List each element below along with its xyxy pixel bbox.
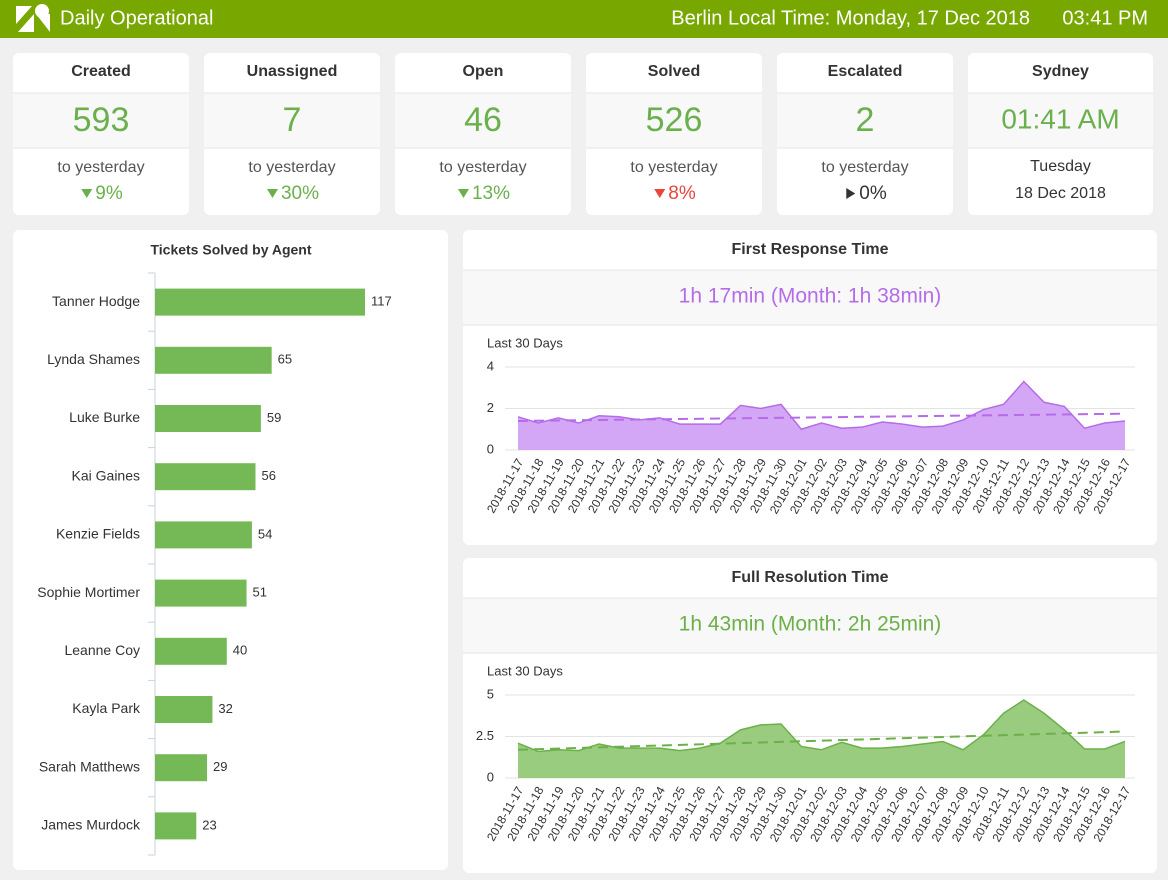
- kpi-value: 2: [856, 101, 875, 139]
- bar: [155, 754, 208, 782]
- category-label: Kayla Park: [72, 700, 141, 716]
- chart-label: Last 30 Days: [487, 335, 563, 350]
- y-tick-label: 2.5: [476, 728, 494, 743]
- clock-time: 01:41 AM: [1001, 103, 1119, 134]
- clock-day: Tuesday: [1030, 158, 1091, 175]
- kpi-caption: to yesterday: [57, 159, 144, 176]
- category-label: Luke Burke: [69, 409, 140, 425]
- kpi-title: Solved: [648, 63, 700, 80]
- trend-line: [517, 412, 1126, 422]
- value-label: 29: [213, 759, 227, 774]
- value-label: 32: [218, 701, 232, 716]
- y-tick-label: 4: [487, 358, 494, 373]
- area-line: [517, 380, 1126, 431]
- value-band: [586, 93, 762, 148]
- value-label: 40: [233, 643, 247, 658]
- category-label: Leanne Coy: [64, 642, 140, 658]
- value-band: [13, 93, 189, 148]
- value-label: 54: [258, 526, 272, 541]
- value-label: 59: [267, 410, 281, 425]
- subtitle-band: [463, 598, 1157, 653]
- kpi-change: 30%: [281, 183, 319, 204]
- header-bar: [0, 0, 1168, 38]
- value-label: 23: [202, 817, 216, 832]
- bar: [155, 463, 256, 491]
- header-title: Daily Operational: [60, 7, 213, 29]
- y-tick-label: 5: [487, 686, 494, 701]
- value-band: [395, 93, 571, 148]
- category-label: Sarah Matthews: [39, 758, 140, 774]
- kpi-caption: to yesterday: [630, 159, 717, 176]
- clock-date: 18 Dec 2018: [1015, 185, 1106, 202]
- value-label: 51: [253, 585, 267, 600]
- area-line: [517, 699, 1126, 753]
- kpi-caption: to yesterday: [439, 159, 526, 176]
- trend-line: [517, 730, 1126, 751]
- value-band: [968, 93, 1153, 148]
- bar: [155, 405, 261, 432]
- kpi-change: 0%: [859, 183, 887, 204]
- trend-arrow: [457, 189, 469, 198]
- trend-arrow: [846, 188, 856, 199]
- kpi-change: 13%: [472, 183, 510, 204]
- chart-title: First Response Time: [731, 241, 888, 258]
- chart-label: Last 30 Days: [487, 663, 563, 678]
- clock-title: Sydney: [1032, 63, 1089, 80]
- y-tick-label: 0: [487, 769, 494, 784]
- chart-title: Full Resolution Time: [731, 569, 888, 586]
- bar: [155, 637, 227, 665]
- category-label: Sophie Mortimer: [37, 584, 140, 600]
- value-band: [777, 93, 953, 148]
- trend-arrow: [266, 189, 278, 198]
- value-band: [204, 93, 380, 148]
- value-label: 117: [371, 294, 392, 309]
- y-tick-label: 2: [487, 400, 494, 415]
- kpi-title: Escalated: [828, 63, 903, 80]
- kpi-title: Open: [463, 63, 504, 80]
- trend-arrow: [81, 189, 93, 198]
- logo: [16, 4, 50, 32]
- bar: [155, 812, 197, 840]
- trend-arrow: [654, 189, 666, 198]
- kpi-title: Unassigned: [247, 63, 338, 80]
- kpi-value: 526: [646, 101, 703, 139]
- kpi-value: 7: [283, 101, 302, 139]
- chart-subtitle: 1h 17min (Month: 1h 38min): [679, 285, 942, 308]
- header-time-label: Berlin Local Time: Monday, 17 Dec 2018: [671, 7, 1030, 29]
- y-tick-label: 0: [487, 441, 494, 456]
- category-label: Kenzie Fields: [56, 526, 140, 542]
- bar: [155, 696, 213, 723]
- chart-subtitle: 1h 43min (Month: 2h 25min): [679, 613, 942, 636]
- subtitle-band: [463, 270, 1157, 325]
- kpi-change: 9%: [95, 183, 123, 204]
- bar: [155, 521, 252, 549]
- panel: [13, 230, 448, 870]
- value-label: 56: [262, 468, 276, 483]
- kpi-value: 593: [73, 101, 130, 139]
- bar: [155, 346, 272, 374]
- category-label: James Murdock: [41, 817, 141, 833]
- header-time: 03:41 PM: [1062, 7, 1148, 29]
- kpi-title: Created: [71, 63, 131, 80]
- kpi-caption: to yesterday: [248, 159, 335, 176]
- kpi-value: 46: [464, 101, 502, 139]
- kpi-caption: to yesterday: [821, 159, 908, 176]
- kpi-change: 8%: [668, 183, 696, 204]
- chart-title: Tickets Solved by Agent: [150, 242, 311, 258]
- area-fill: [518, 381, 1125, 450]
- bar: [155, 288, 365, 316]
- category-label: Tanner Hodge: [52, 293, 140, 309]
- category-label: Kai Gaines: [72, 467, 140, 483]
- category-label: Lynda Shames: [47, 351, 140, 367]
- area-fill: [518, 699, 1125, 778]
- bar: [155, 579, 247, 607]
- value-label: 65: [278, 352, 292, 367]
